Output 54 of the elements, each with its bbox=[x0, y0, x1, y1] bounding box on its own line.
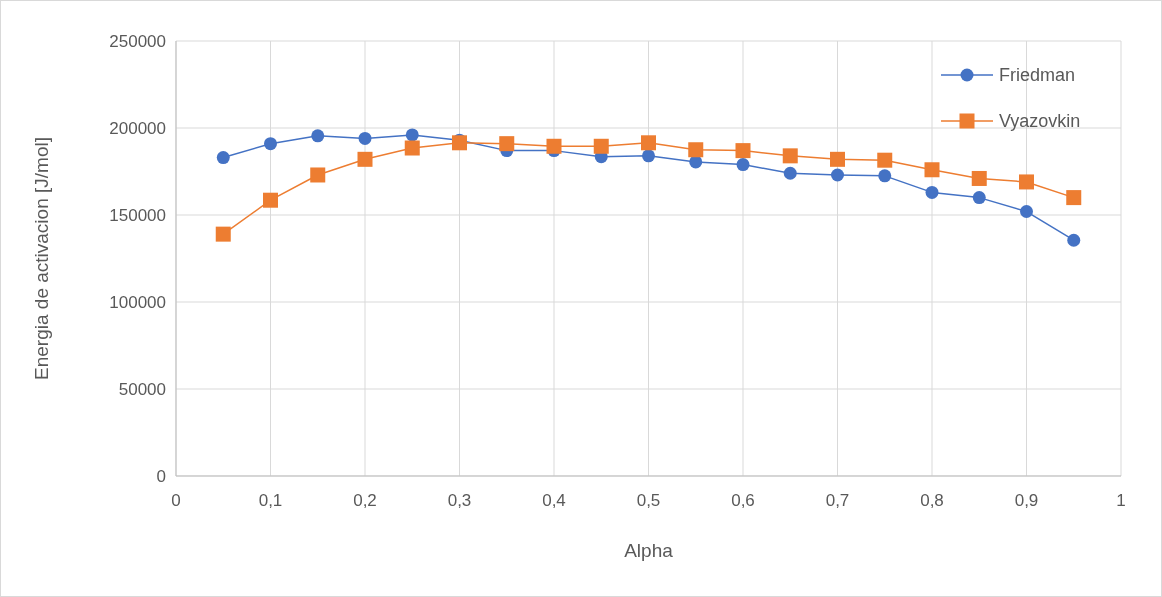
point bbox=[593, 138, 609, 154]
y-tick-label: 0 bbox=[156, 466, 166, 486]
point bbox=[782, 148, 798, 164]
x-tick-label: 0,8 bbox=[920, 491, 944, 510]
y-tick-label: 50000 bbox=[118, 379, 166, 399]
x-tick-label: 0,2 bbox=[353, 491, 377, 510]
point bbox=[1019, 174, 1034, 190]
point bbox=[783, 166, 797, 180]
y-tick-label: 200000 bbox=[109, 118, 166, 138]
point bbox=[499, 136, 515, 152]
point bbox=[264, 137, 277, 151]
x-tick-label: 0,3 bbox=[447, 491, 472, 510]
x-tick-label: 0,4 bbox=[542, 491, 566, 510]
x-axis-title: Alpha bbox=[624, 540, 674, 561]
x-tick-label: 0,1 bbox=[258, 491, 283, 510]
point bbox=[736, 158, 750, 172]
point bbox=[404, 140, 420, 156]
point bbox=[641, 135, 656, 151]
point bbox=[1066, 190, 1082, 206]
point bbox=[878, 169, 892, 183]
x-tick-label: 0,9 bbox=[1014, 491, 1039, 510]
point bbox=[972, 191, 986, 205]
point bbox=[1067, 233, 1081, 247]
y-tick-label: 150000 bbox=[109, 205, 166, 225]
point bbox=[357, 151, 373, 167]
point bbox=[310, 167, 326, 183]
point bbox=[642, 149, 655, 163]
point bbox=[688, 142, 704, 158]
legend-label: Friedman bbox=[999, 65, 1076, 86]
point bbox=[405, 128, 419, 142]
point bbox=[924, 162, 940, 178]
point bbox=[971, 170, 987, 186]
point bbox=[358, 131, 372, 145]
point bbox=[263, 192, 278, 208]
point bbox=[830, 151, 845, 167]
y-axis-title: Energia de activacion [J/mol] bbox=[31, 137, 52, 380]
x-tick-label: 1 bbox=[1116, 491, 1126, 510]
point bbox=[735, 143, 751, 159]
point bbox=[925, 185, 939, 199]
y-tick-label: 100000 bbox=[109, 292, 166, 312]
legend-label: Vyazovkin bbox=[999, 111, 1081, 132]
point bbox=[1020, 205, 1033, 219]
point bbox=[831, 168, 844, 182]
point bbox=[546, 138, 562, 154]
x-tick-label: 0,5 bbox=[636, 491, 661, 510]
x-tick-label: 0,6 bbox=[731, 491, 755, 510]
x-tick-label: 0,7 bbox=[825, 491, 850, 510]
point bbox=[216, 151, 230, 165]
point bbox=[311, 129, 325, 143]
x-tick-label: 0 bbox=[171, 491, 181, 510]
point bbox=[452, 135, 467, 151]
y-tick-label: 250000 bbox=[109, 31, 166, 51]
point bbox=[877, 152, 893, 168]
point bbox=[215, 226, 231, 242]
